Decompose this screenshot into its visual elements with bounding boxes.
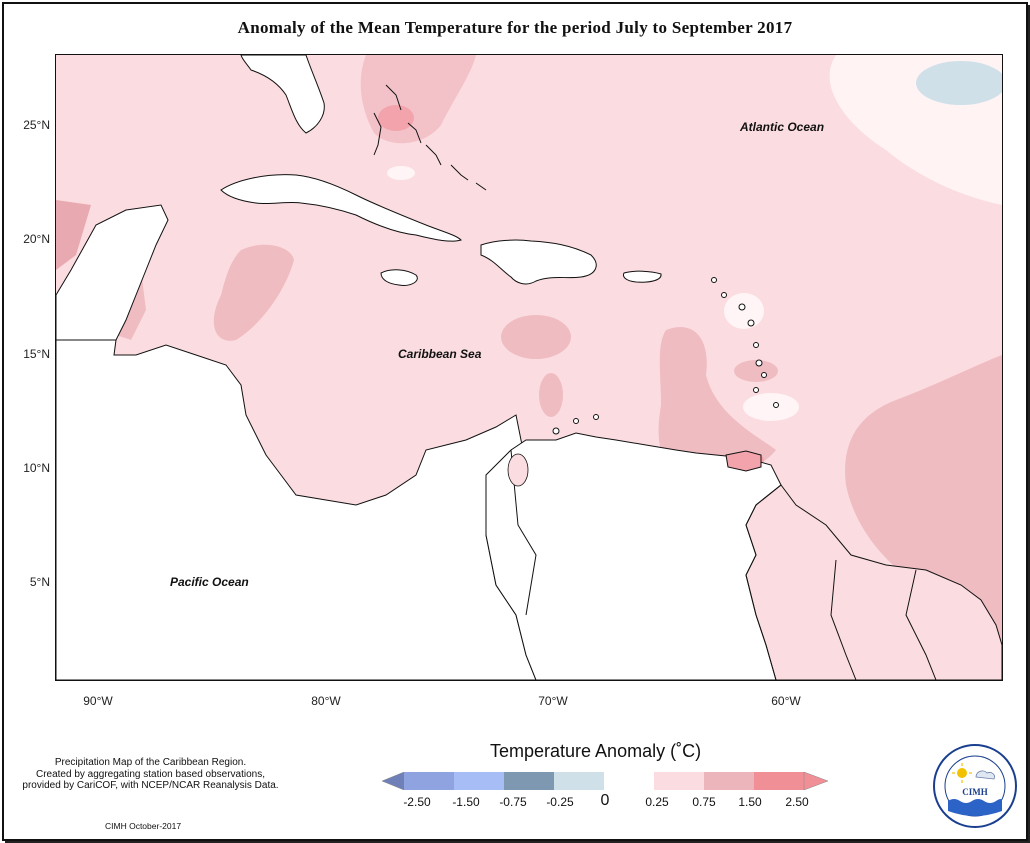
legend-label-0: 0 <box>600 792 610 809</box>
sun-icon <box>957 768 967 778</box>
cimh-logo: CIMH <box>933 744 1017 828</box>
map-notes: Precipitation Map of the Caribbean Regio… <box>8 757 293 792</box>
land-lesser-antilles <box>711 277 779 408</box>
y-tick-25n: 25°N <box>23 118 50 132</box>
note-line-1: Precipitation Map of the Caribbean Regio… <box>54 757 247 768</box>
land-bahamas <box>373 84 487 191</box>
border-suriname-fg <box>905 569 937 680</box>
legend-bin-8 <box>754 772 804 790</box>
border-colombia-venezuela <box>510 449 537 616</box>
legend-label-250: 2.50 <box>785 795 809 809</box>
land-guianas-outline <box>745 484 1002 680</box>
logo-name: CIMH <box>962 787 988 797</box>
legend-bin-7 <box>704 772 754 790</box>
lake-maracaibo <box>507 453 529 487</box>
anomaly-cool-spot <box>387 166 415 180</box>
x-tick-90w: 90°W <box>83 694 113 708</box>
anomaly-region-gulf <box>56 200 91 270</box>
legend-bin-1 <box>404 772 454 790</box>
anomaly-region-central <box>501 315 571 359</box>
anomaly-cool-patch-barbados <box>743 393 799 421</box>
note-line-2: Created by aggregating station based obs… <box>35 768 266 780</box>
label-caribbean-sea: Caribbean Sea <box>398 347 482 361</box>
y-tick-10n: 10°N <box>23 461 50 475</box>
x-tick-60w: 60°W <box>771 694 801 708</box>
label-pacific-ocean: Pacific Ocean <box>170 575 249 589</box>
legend-arrow-right <box>803 772 828 790</box>
legend-bin-5 <box>604 772 654 790</box>
land-jamaica <box>380 269 418 286</box>
anomaly-region-jamaica-sw <box>213 244 294 341</box>
border-guyana-suriname <box>830 559 857 680</box>
map-title: Anomaly of the Mean Temperature for the … <box>237 18 793 37</box>
x-tick-80w: 80°W <box>311 694 341 708</box>
legend-bin-4 <box>554 772 604 790</box>
y-tick-5n: 5°N <box>29 575 50 589</box>
y-tick-15n: 15°N <box>23 347 50 361</box>
land-trinidad <box>725 450 762 472</box>
legend-label-m075: -0.75 <box>499 795 527 809</box>
credit-text: CIMH October-2017 <box>105 821 182 831</box>
legend-colorbar <box>382 772 828 790</box>
legend-arrow-left <box>382 772 405 790</box>
anomaly-cool-patch-antilles <box>724 293 764 329</box>
legend-bin-3 <box>504 772 554 790</box>
cloud-icon <box>975 770 995 780</box>
anomaly-region-atlantic-cool <box>916 61 1002 105</box>
land-abc-islands <box>552 414 599 435</box>
legend-label-m150: -1.50 <box>452 795 480 809</box>
land-cuba <box>220 174 462 242</box>
x-tick-70w: 70°W <box>538 694 568 708</box>
land-hispaniola <box>480 239 597 285</box>
legend-label-075: 0.75 <box>692 795 716 809</box>
anomaly-region-lesser-antilles <box>734 360 778 382</box>
y-tick-20n: 20°N <box>23 232 50 246</box>
anomaly-region-central-south <box>539 373 563 417</box>
legend-label-025: 0.25 <box>645 795 669 809</box>
legend-label-150: 1.50 <box>738 795 762 809</box>
legend-label-m250: -2.50 <box>403 795 431 809</box>
waves-icon <box>948 799 1002 816</box>
anomaly-hotspot-bahamas <box>378 105 414 131</box>
label-atlantic-ocean: Atlantic Ocean <box>740 120 825 134</box>
anomaly-map <box>56 55 1002 680</box>
map-panel <box>55 54 1003 681</box>
legend-bin-2 <box>454 772 504 790</box>
legend-label-m025: -0.25 <box>546 795 574 809</box>
legend-bin-6 <box>654 772 704 790</box>
anomaly-region-east-caribbean <box>658 327 776 477</box>
legend-title: Temperature Anomaly (˚C) <box>490 741 702 761</box>
land-florida <box>240 55 325 134</box>
land-puerto-rico <box>623 270 662 283</box>
note-line-3: provided by CariCOF, with NCEP/NCAR Rean… <box>22 780 279 791</box>
land-venezuela-colombia <box>485 432 782 680</box>
